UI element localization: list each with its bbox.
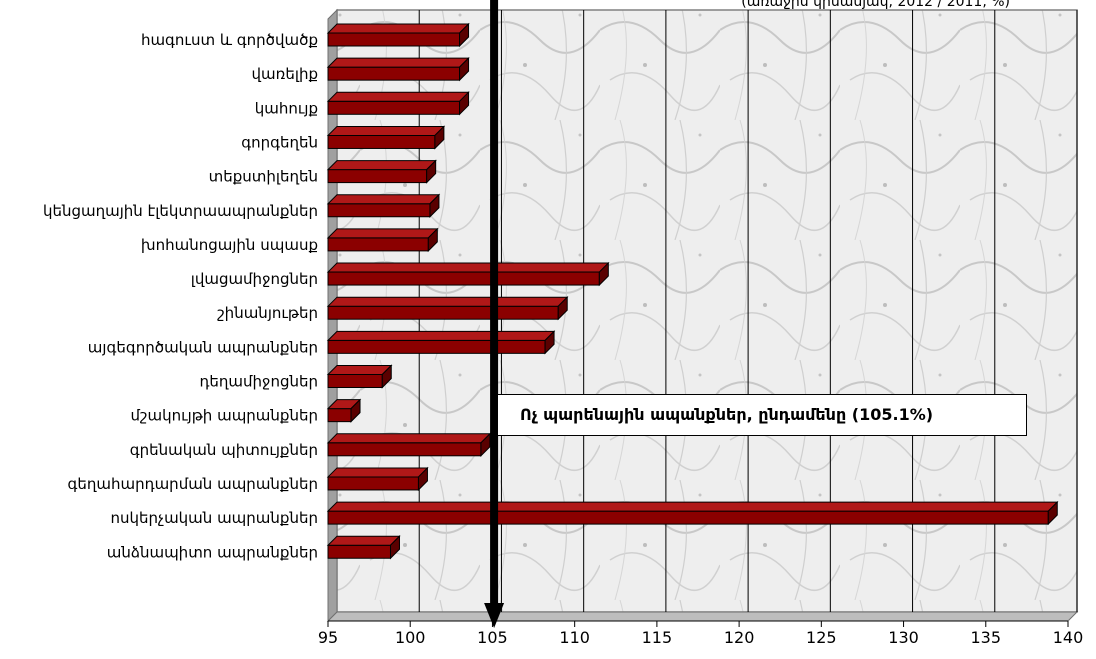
bar — [326, 432, 492, 458]
bar-front — [327, 476, 419, 491]
bar — [326, 227, 439, 253]
category-label: գեղահարդարման ապրանքներ — [68, 475, 319, 493]
category-label: այգեգործական ապրանքներ — [88, 338, 318, 356]
bar-end — [350, 398, 361, 423]
bar-front — [327, 339, 546, 354]
bar-front — [327, 510, 1049, 525]
bar-end — [381, 364, 392, 389]
bar-end — [480, 432, 491, 458]
bar-end — [544, 330, 555, 355]
bar-front — [327, 271, 600, 286]
bar-top — [326, 160, 437, 171]
bar — [326, 364, 393, 389]
bar — [326, 535, 401, 560]
category-label: լվացամիջոցներ — [191, 270, 318, 288]
bar-top — [326, 125, 446, 136]
floor — [326, 611, 1079, 622]
bar-front — [327, 408, 352, 423]
bar-top — [326, 365, 393, 375]
reference-arrowhead — [484, 603, 505, 628]
bar-front — [327, 544, 391, 559]
bar-top — [326, 194, 441, 205]
bar-front — [327, 374, 383, 388]
reference-marker — [484, 0, 505, 628]
bar — [326, 295, 569, 321]
bar — [326, 56, 470, 82]
bar — [326, 193, 441, 218]
bar-end — [427, 227, 438, 253]
bar-front — [327, 100, 461, 115]
top-note: (առաջին կիսամյակ, 2012 / 2011, %) — [741, 0, 1010, 10]
bar-end — [459, 22, 470, 48]
category-label: հագուստ և գործվածք — [141, 31, 318, 49]
category-label: անձնապիտո ապրանքներ — [107, 543, 318, 561]
x-tick-label: 100 — [395, 628, 426, 647]
bar-top — [326, 330, 556, 341]
bar-front — [327, 66, 461, 81]
category-labels: հագուստ և գործվածք վառելիք կահույք գորգեղեն… — [43, 31, 318, 561]
bar-end — [389, 535, 400, 560]
x-tick-label: 110 — [559, 628, 590, 647]
bar — [326, 330, 556, 355]
bar-end — [557, 295, 568, 321]
bar-end — [1047, 500, 1058, 526]
x-tick-labels: 95 100 105 110 115 120 125 130 135 140 — [318, 628, 1083, 647]
category-label: ոսկերչական ապրանքներ — [110, 509, 318, 527]
bar-front — [327, 32, 461, 47]
bar-front — [327, 134, 436, 149]
x-tick-label: 140 — [1053, 628, 1084, 647]
x-tick-label: 105 — [477, 628, 508, 647]
reference-line — [490, 0, 499, 603]
annotation-callout: Ոչ պարենային ապանքներ, ընդամենը (105.1%) — [497, 394, 1027, 436]
bar — [326, 500, 1059, 526]
category-label: շինանյութեր — [217, 304, 318, 322]
x-tick-label: 125 — [806, 628, 837, 647]
bar-top — [326, 501, 1059, 512]
bar-top — [326, 228, 439, 239]
bar-end — [598, 261, 609, 287]
bar — [326, 125, 446, 150]
category-label: դեղամիջոցներ — [199, 373, 318, 391]
bar-front — [327, 305, 559, 320]
bar-top — [326, 23, 470, 34]
bar-top — [326, 296, 569, 307]
bar-top — [326, 262, 610, 273]
bar-end — [429, 193, 440, 218]
category-label: կահույք — [255, 99, 318, 117]
x-tick-label: 135 — [971, 628, 1002, 647]
category-label: մշակույթի ապրանքներ — [131, 407, 318, 425]
bar — [326, 398, 362, 423]
category-label: գրենական պիտույքներ — [130, 441, 318, 459]
bar-end — [434, 125, 445, 150]
x-tick-label: 95 — [318, 628, 338, 647]
bar — [326, 91, 470, 116]
x-tick-label: 120 — [724, 628, 755, 647]
bar — [326, 261, 610, 287]
bar-end — [459, 56, 470, 82]
bar-end — [426, 159, 437, 184]
x-tick-label: 115 — [642, 628, 673, 647]
bar-front — [327, 169, 428, 184]
bar-end — [459, 91, 470, 116]
bar-top — [326, 57, 470, 68]
bar-top — [326, 467, 429, 478]
bar — [326, 22, 470, 48]
bar-top — [326, 433, 492, 444]
bar-front — [327, 237, 429, 252]
category-label: տեքստիլեղեն — [209, 168, 318, 186]
bar — [326, 159, 437, 184]
bar-front — [327, 203, 431, 218]
bar — [326, 466, 429, 492]
bar-end — [417, 466, 428, 492]
bar-top — [326, 91, 470, 102]
category-label: խոհանոցային սպասք — [141, 236, 318, 254]
x-tick-label: 130 — [888, 628, 919, 647]
bar-top — [326, 535, 401, 546]
category-label: գորգեղեն — [241, 133, 318, 151]
category-label: վառելիք — [252, 65, 318, 83]
bar-front — [327, 442, 482, 457]
category-label: կենցաղային էլեկտրաապրանքներ — [43, 202, 318, 220]
